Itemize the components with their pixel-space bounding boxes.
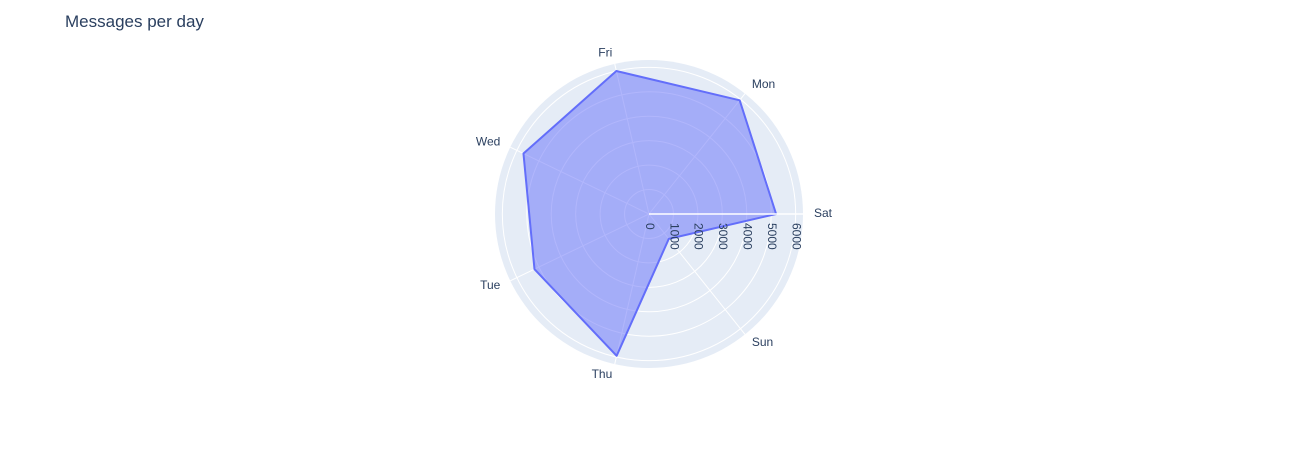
angular-tick-label: Mon — [752, 77, 775, 91]
radial-tick-label: 1000 — [667, 223, 681, 250]
radial-tick-label: 0 — [643, 223, 657, 230]
angular-tick-label: Fri — [598, 45, 612, 59]
angular-tick-label: Sun — [752, 335, 773, 349]
angular-tick-label: Tue — [480, 278, 501, 292]
radial-tick-labels: 0 1000 2000 3000 4000 5000 6000 — [643, 223, 804, 250]
radial-tick-label: 6000 — [789, 223, 803, 250]
angular-tick-label: Thu — [592, 367, 613, 381]
angular-tick-label: Wed — [476, 135, 500, 149]
angular-tick-label: Sat — [814, 206, 833, 220]
radial-tick-label: 4000 — [741, 223, 755, 250]
series-layer — [522, 70, 803, 357]
angular-tick-labels: Sat Mon Fri Wed Tue Thu Sun — [476, 45, 833, 381]
radial-tick-label: 5000 — [765, 223, 779, 250]
radial-tick-label: 3000 — [716, 223, 730, 250]
radial-tick-label: 2000 — [692, 223, 706, 250]
chart-title: Messages per day — [65, 12, 204, 31]
